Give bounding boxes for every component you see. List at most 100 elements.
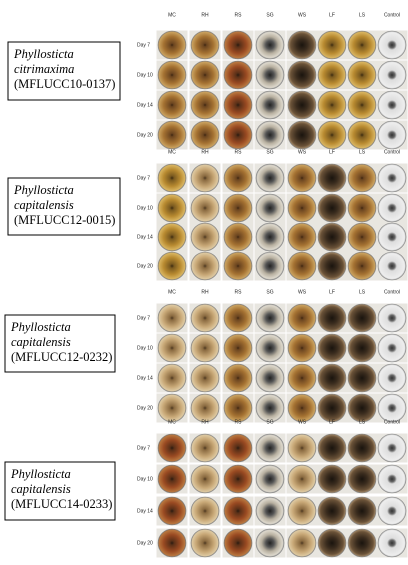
label-box [7, 177, 121, 236]
petri-dish [287, 333, 317, 363]
petri-dish [255, 393, 285, 423]
petri-dish [157, 528, 187, 558]
petri-dish [347, 60, 377, 90]
petri-dish [317, 251, 347, 281]
petri-dish [287, 433, 317, 463]
row-label: Day 10 [137, 205, 153, 211]
species-name: Phyllosticta [10, 320, 71, 334]
petri-dish [377, 90, 407, 120]
petri-dish [157, 120, 187, 150]
petri-dish [347, 333, 377, 363]
column-header: SG [266, 289, 273, 295]
petri-dish [347, 496, 377, 526]
petri-dish [347, 393, 377, 423]
petri-dish [317, 333, 347, 363]
column-header: RS [235, 12, 243, 18]
petri-dish [287, 30, 317, 60]
petri-dish [157, 363, 187, 393]
petri-dish [190, 222, 220, 252]
species-name: capitalensis [11, 335, 71, 349]
petri-dish [377, 120, 407, 150]
petri-dish [377, 333, 407, 363]
petri-dish [347, 30, 377, 60]
species-name: capitalensis [14, 198, 74, 212]
column-header: MC [168, 289, 176, 295]
petri-dish [287, 464, 317, 494]
petri-dish [255, 163, 285, 193]
petri-dish [377, 30, 407, 60]
petri-dish [190, 303, 220, 333]
petri-dish [377, 251, 407, 281]
petri-dish [287, 393, 317, 423]
petri-dish [223, 433, 253, 463]
petri-dish [255, 333, 285, 363]
row-label: Day 10 [137, 476, 153, 482]
petri-dish [223, 363, 253, 393]
petri-dish [190, 496, 220, 526]
petri-dish [287, 222, 317, 252]
petri-dish [255, 528, 285, 558]
row-label: Day 7 [137, 175, 150, 181]
column-header: LF [329, 12, 335, 18]
row-label: Day 7 [137, 42, 150, 48]
column-header: RH [201, 12, 209, 18]
strain-id: (MFLUCC12-0232) [11, 350, 112, 364]
petri-dish [255, 303, 285, 333]
petri-dish [347, 433, 377, 463]
petri-dish [317, 393, 347, 423]
species-name: capitalensis [11, 482, 71, 496]
petri-dish [190, 251, 220, 281]
petri-dish [347, 90, 377, 120]
petri-dish [223, 528, 253, 558]
row-label: Day 10 [137, 72, 153, 78]
petri-dish [223, 333, 253, 363]
row-label: Day 14 [137, 375, 153, 381]
petri-dish [287, 60, 317, 90]
row-label: Day 14 [137, 234, 153, 240]
label-box [4, 461, 116, 521]
petri-dish [317, 193, 347, 223]
petri-dish [223, 251, 253, 281]
petri-dish [157, 464, 187, 494]
petri-dish [317, 433, 347, 463]
label-box [7, 41, 121, 101]
row-label: Day 20 [137, 132, 153, 138]
petri-dish [347, 222, 377, 252]
petri-dish [157, 90, 187, 120]
row-label: Day 20 [137, 540, 153, 546]
row-label: Day 20 [137, 263, 153, 269]
petri-dish [255, 60, 285, 90]
row-label: Day 10 [137, 345, 153, 351]
petri-dish [157, 193, 187, 223]
petri-dish [287, 120, 317, 150]
petri-dish [287, 363, 317, 393]
petri-dish [255, 90, 285, 120]
petri-dish [347, 528, 377, 558]
petri-dish [347, 464, 377, 494]
column-header: Control [384, 12, 400, 18]
label-box [4, 314, 116, 373]
petri-dish [223, 393, 253, 423]
petri-dish [190, 464, 220, 494]
strain-id: (MFLUCC14-0233) [11, 497, 112, 511]
row-label: Day 14 [137, 508, 153, 514]
petri-dish [347, 163, 377, 193]
petri-dish [157, 222, 187, 252]
strain-id: (MFLUCC10-0137) [14, 77, 115, 91]
column-header: Control [384, 289, 400, 295]
row-label: Day 7 [137, 315, 150, 321]
petri-dish [190, 60, 220, 90]
row-label: Day 7 [137, 445, 150, 451]
petri-dish [255, 30, 285, 60]
petri-dish [223, 90, 253, 120]
petri-dish [347, 363, 377, 393]
petri-dish [317, 528, 347, 558]
petri-dish [377, 393, 407, 423]
column-header: WS [298, 12, 307, 18]
column-header: LS [359, 12, 366, 18]
petri-dish [287, 303, 317, 333]
